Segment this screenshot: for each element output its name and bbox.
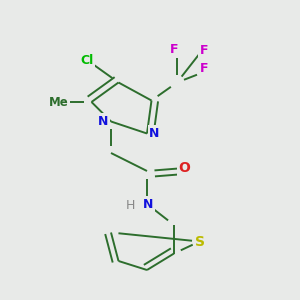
Text: O: O xyxy=(178,161,190,175)
Text: F: F xyxy=(200,44,208,58)
Text: H: H xyxy=(126,199,135,212)
Text: N: N xyxy=(149,127,160,140)
Text: F: F xyxy=(200,62,208,76)
Text: N: N xyxy=(98,115,109,128)
Text: F: F xyxy=(170,43,178,56)
Text: Cl: Cl xyxy=(80,53,94,67)
Text: N: N xyxy=(143,197,154,211)
Text: S: S xyxy=(194,235,205,248)
Text: Me: Me xyxy=(49,95,68,109)
